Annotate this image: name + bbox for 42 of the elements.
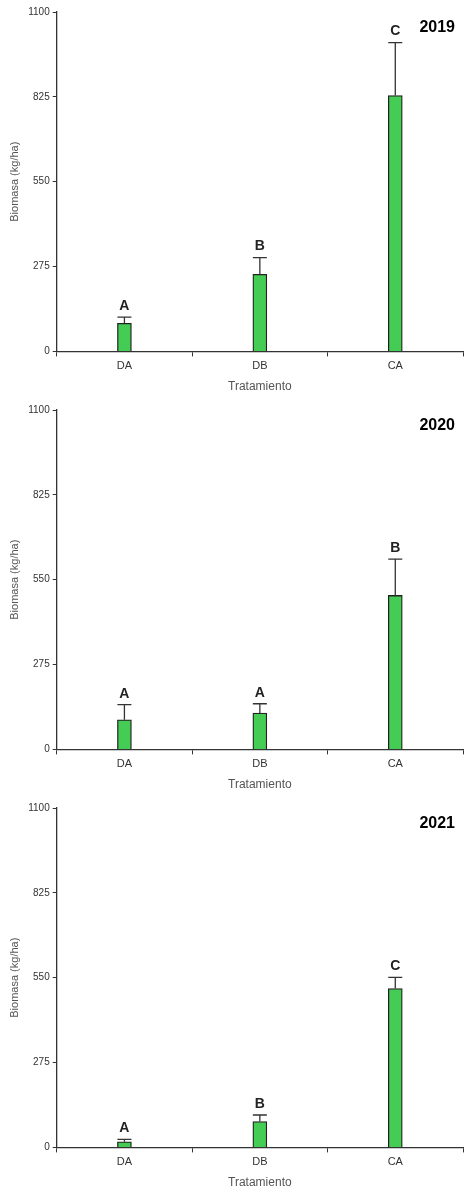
y-tick-label: 0 [44, 1141, 51, 1153]
x-tick-label: DB [252, 757, 268, 770]
x-tick-label: CA [387, 359, 404, 372]
x-tick-label: DB [252, 1155, 268, 1168]
y-tick-label: 0 [44, 345, 51, 357]
annotation: C [390, 957, 401, 974]
y-tick-label: 1100 [28, 403, 51, 415]
chart-title: 2019 [419, 18, 456, 36]
annotation: B [254, 1094, 265, 1111]
y-tick-label: 1100 [28, 5, 51, 17]
chart-title: 2021 [419, 814, 456, 832]
x-tick-label: CA [387, 757, 404, 770]
y-tick-label: 1100 [28, 801, 51, 813]
annotation: A [254, 683, 265, 700]
y-tick-label: 825 [33, 886, 51, 898]
y-tick-label: 550 [33, 175, 51, 187]
x-axis-title: Tratamiento [228, 379, 292, 394]
y-axis-title: Biomasa (kg/ha) [7, 539, 20, 620]
y-tick-label: 825 [33, 488, 51, 500]
x-tick-label: DB [252, 359, 268, 372]
x-tick-label: DA [116, 359, 133, 372]
y-tick-label: 550 [33, 573, 51, 585]
y-tick-label: 275 [33, 1056, 51, 1068]
annotation: B [390, 538, 401, 555]
y-tick-label: 275 [33, 260, 51, 272]
x-axis-title: Tratamiento [228, 1175, 292, 1190]
y-tick-label: 550 [33, 971, 51, 983]
x-tick-label: DA [116, 757, 133, 770]
y-axis-title: Biomasa (kg/ha) [7, 937, 20, 1018]
x-axis-title: Tratamiento [228, 777, 292, 792]
x-tick-label: DA [116, 1155, 133, 1168]
y-axis-title: Biomasa (kg/ha) [7, 141, 20, 222]
annotation: A [119, 297, 130, 314]
annotation: C [390, 22, 401, 39]
x-tick-label: CA [387, 1155, 404, 1168]
annotation: B [254, 237, 265, 254]
y-tick-label: 275 [33, 658, 51, 670]
annotation: A [119, 1119, 130, 1136]
annotation: A [119, 684, 130, 701]
chart-title: 2020 [419, 416, 456, 434]
y-tick-label: 825 [33, 90, 51, 102]
y-tick-label: 0 [44, 743, 51, 755]
